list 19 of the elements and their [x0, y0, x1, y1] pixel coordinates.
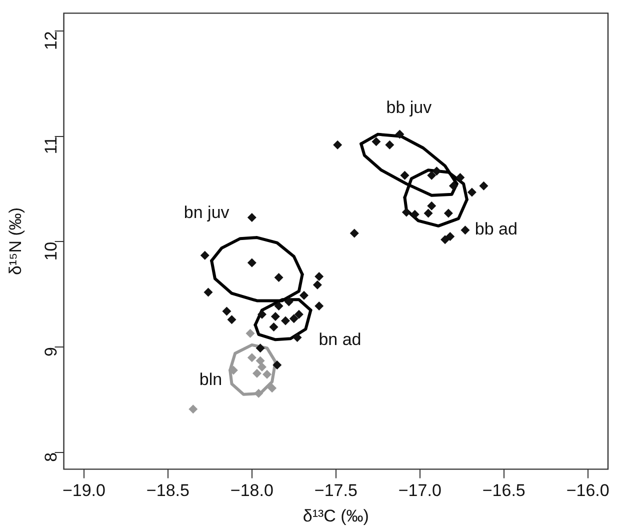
- y-tick-label: 12: [41, 31, 60, 50]
- x-tick-label: −16.0: [566, 481, 610, 500]
- x-tick-label: −18.0: [230, 481, 274, 500]
- y-axis-title: δ¹⁵N (‰): [6, 207, 25, 275]
- x-tick-label: −16.5: [482, 481, 526, 500]
- series-label: bb ad: [474, 219, 518, 238]
- y-tick-label: 8: [41, 452, 60, 462]
- series-label: bb juv: [386, 98, 432, 117]
- x-tick-label: −17.0: [398, 481, 442, 500]
- x-axis-title: δ¹³C (‰): [302, 506, 369, 526]
- series-label: bln: [199, 370, 222, 389]
- y-tick-label: 11: [41, 136, 60, 154]
- series-label: bn juv: [184, 203, 230, 222]
- x-tick-label: −17.5: [314, 481, 358, 500]
- series-label: bn ad: [318, 330, 362, 349]
- x-tick-label: −19.0: [62, 481, 106, 500]
- x-tick-label: −18.5: [146, 481, 190, 500]
- y-tick-label: 9: [41, 347, 60, 357]
- y-tick-label: 10: [41, 242, 60, 261]
